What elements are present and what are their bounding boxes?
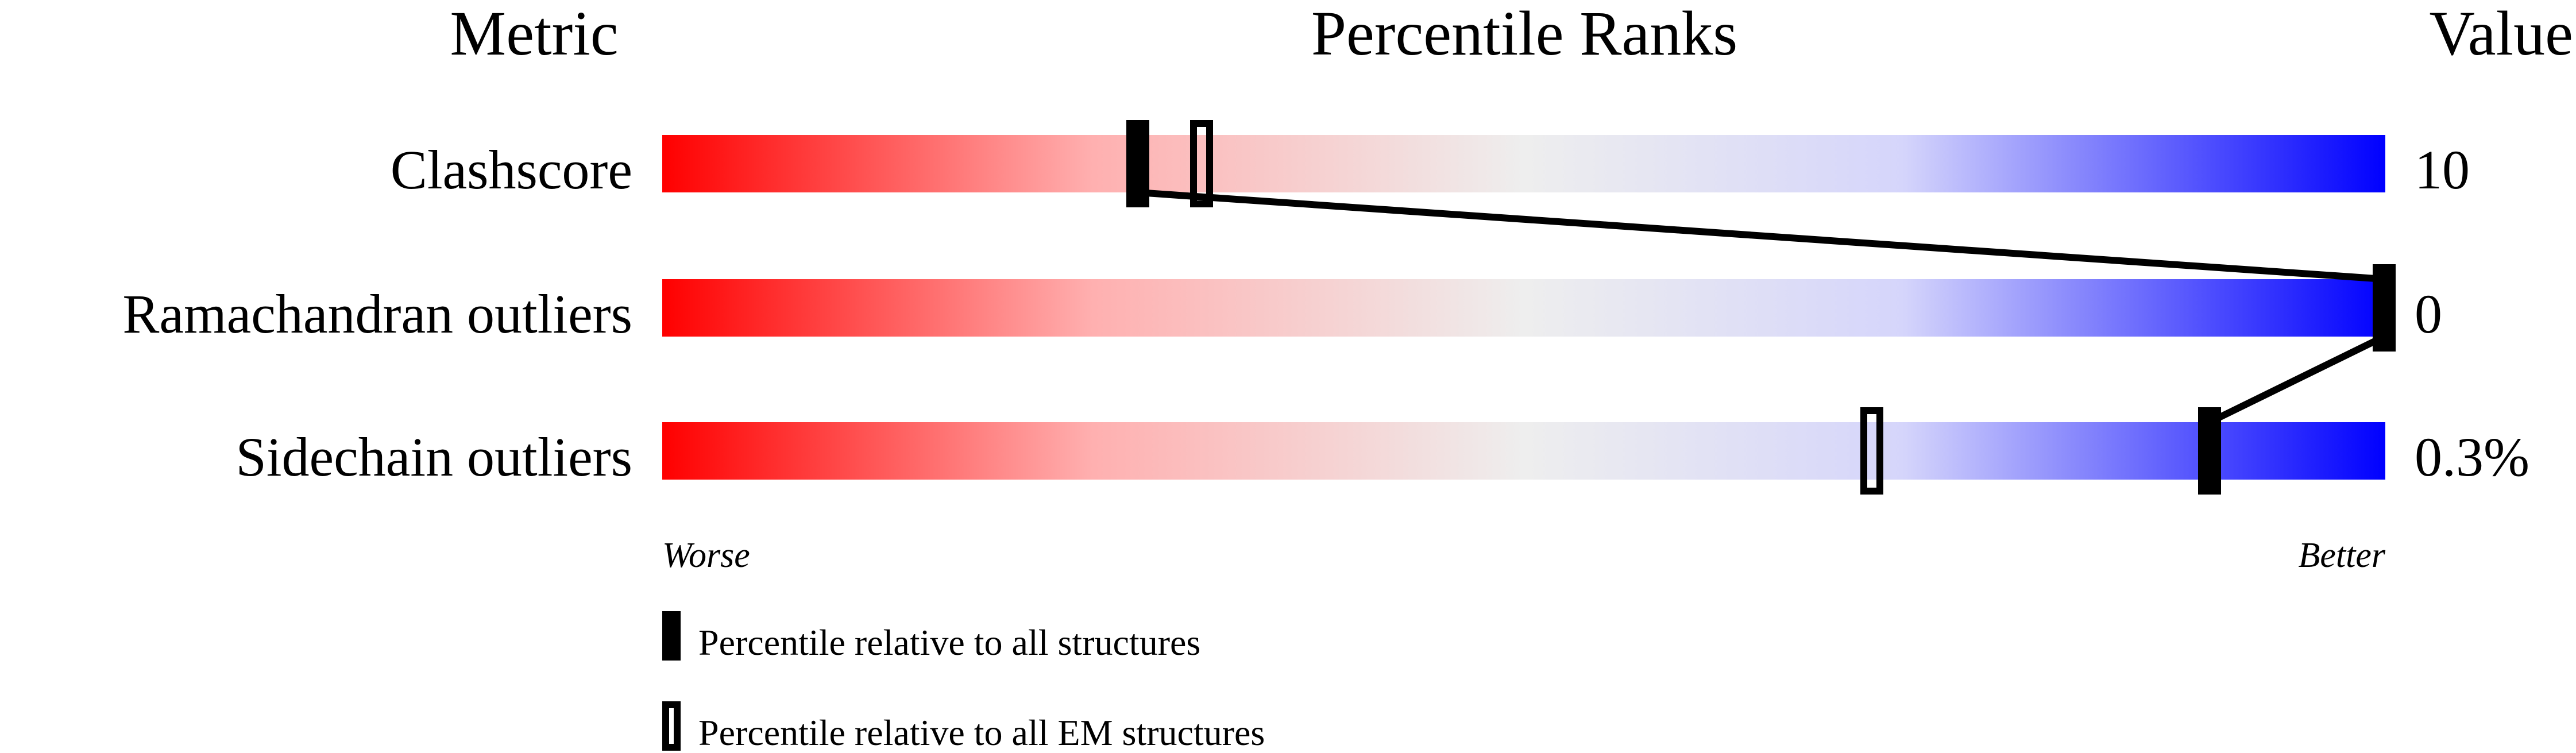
axis-better-label: Better <box>2299 536 2386 575</box>
legend-filled-marker <box>662 611 681 661</box>
percentile-bar <box>662 135 2385 192</box>
metric-label: Ramachandran outliers <box>122 283 632 345</box>
legend-all-structures-label: Percentile relative to all structures <box>698 622 1200 663</box>
header-percentile-ranks: Percentile Ranks <box>1311 0 1737 68</box>
percentile-bar <box>662 279 2385 337</box>
legend-em-structures-label: Percentile relative to all EM structures <box>698 712 1265 753</box>
axis-worse-label: Worse <box>662 536 750 575</box>
metric-value: 0 <box>2415 283 2442 345</box>
percentile-bar <box>662 422 2385 480</box>
metric-label: Sidechain outliers <box>235 426 632 488</box>
metric-value: 10 <box>2415 139 2470 200</box>
metric-label: Clashscore <box>391 139 632 200</box>
header-value: Value <box>2430 0 2573 68</box>
em-percentile-marker <box>1190 120 1213 207</box>
header-metric: Metric <box>450 0 618 68</box>
metric-value: 0.3% <box>2415 426 2529 488</box>
percentile-connector-line <box>1137 189 2386 426</box>
legend-open-marker <box>662 701 681 751</box>
em-percentile-marker <box>1860 407 1883 495</box>
